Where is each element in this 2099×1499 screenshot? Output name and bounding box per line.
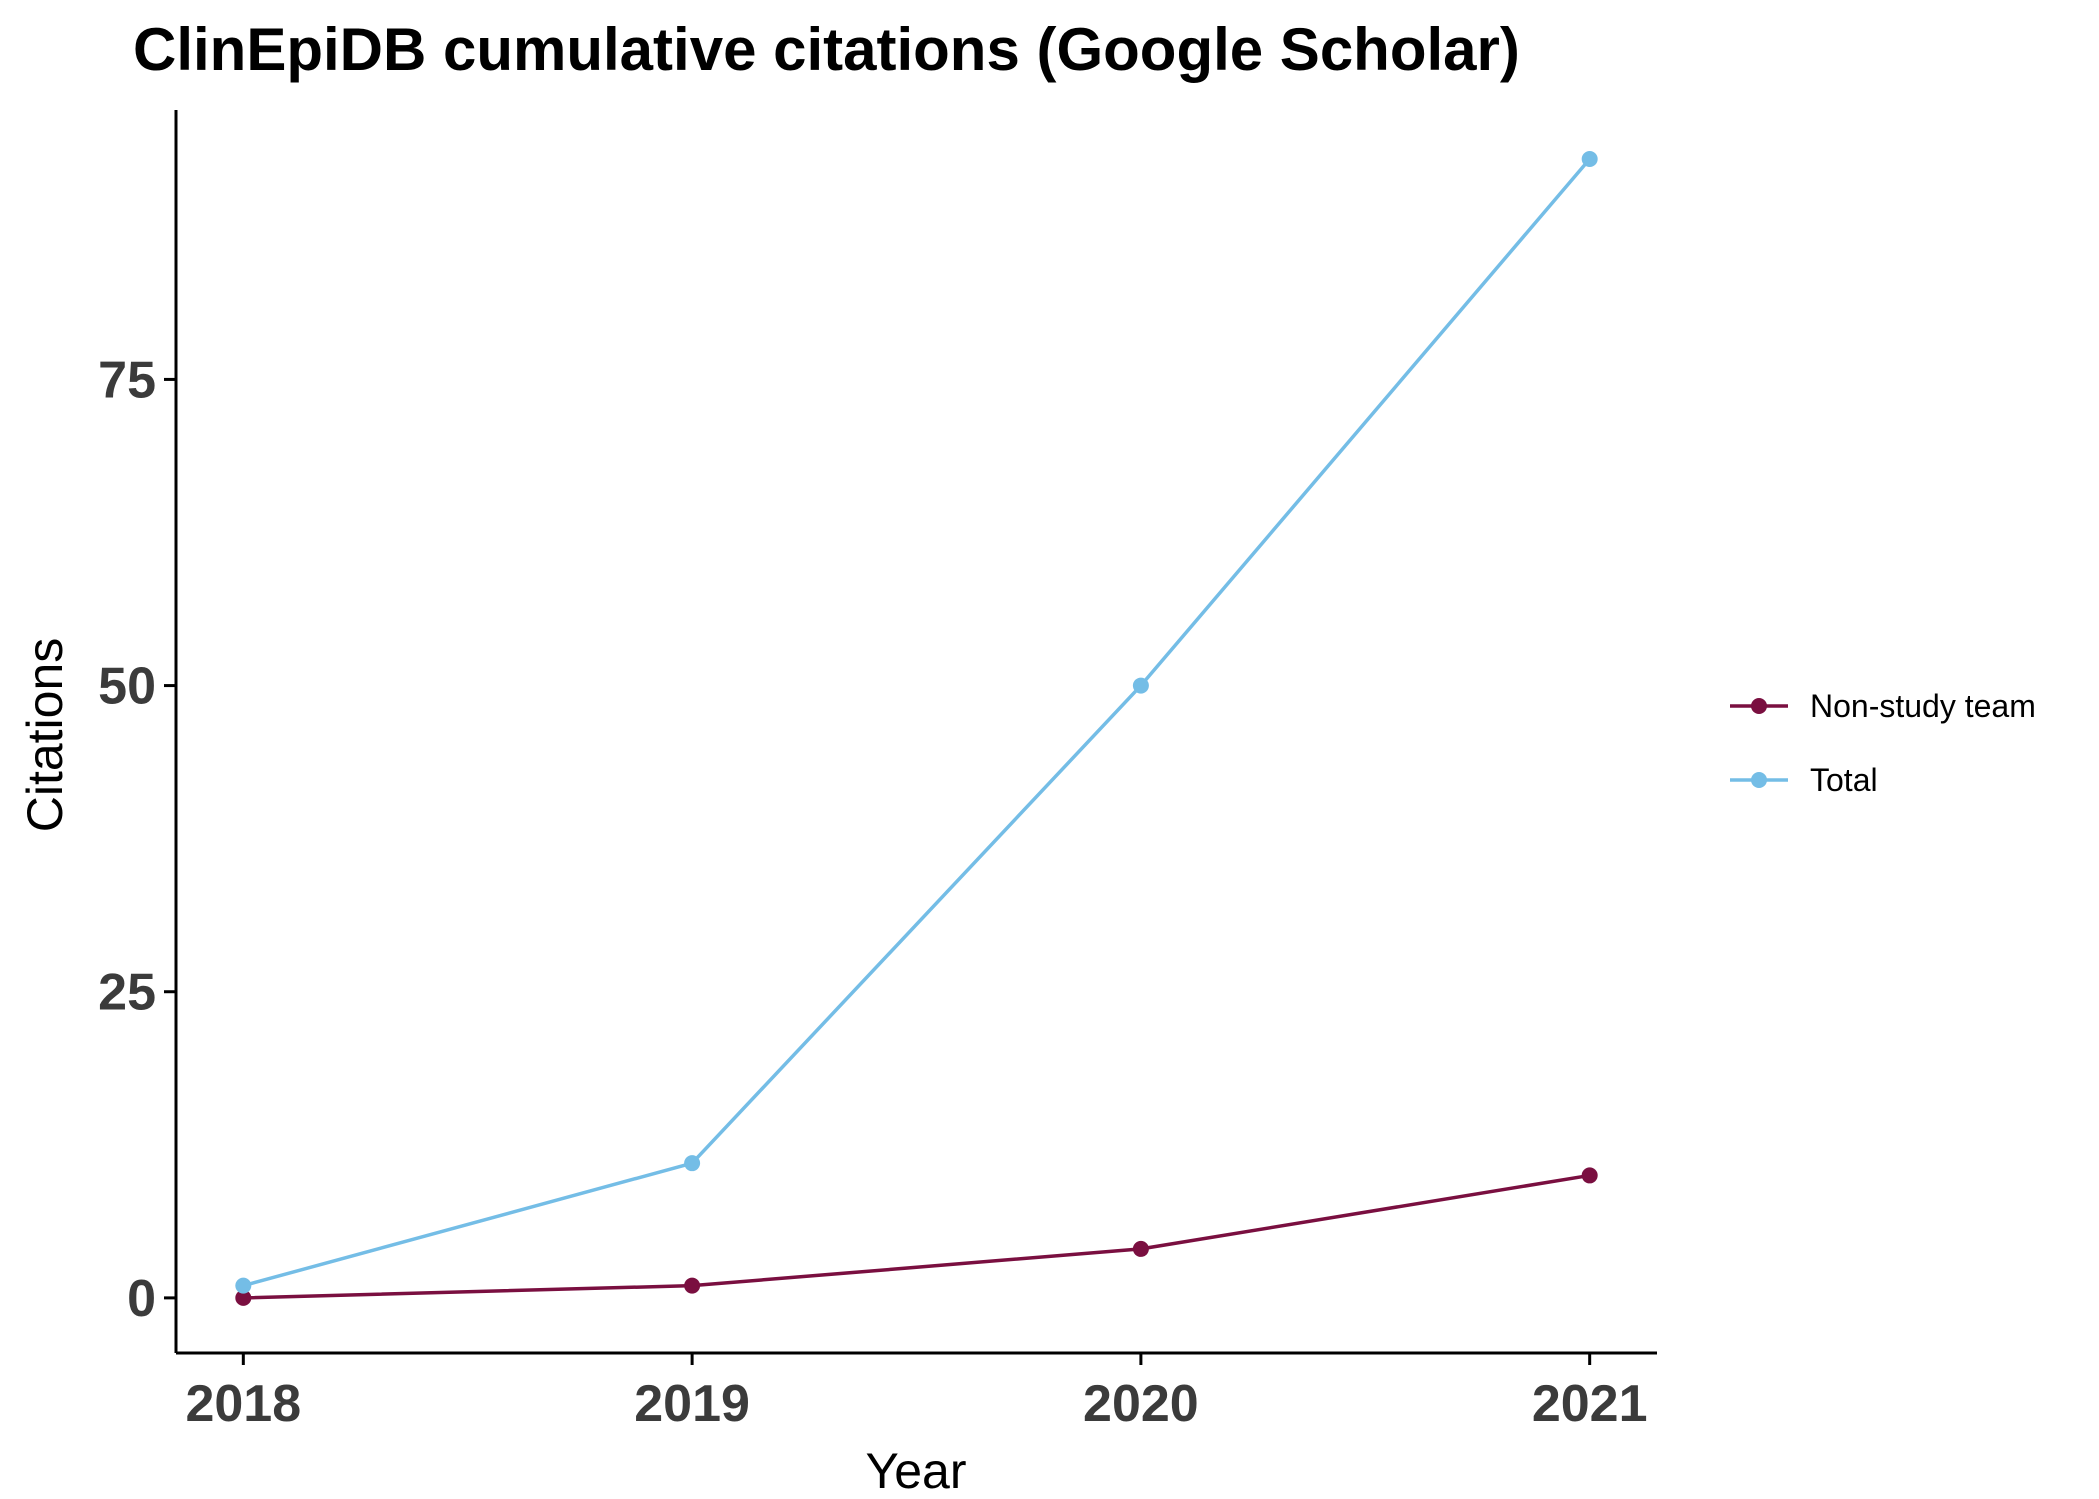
data-point-non-study-team [684,1277,701,1294]
x-tick-label: 2021 [1532,1375,1648,1433]
plot-area: 0 25 50 75 2018 2019 2020 2021 [98,110,1657,1433]
x-axis-ticks: 2018 2019 2020 2021 [185,1353,1648,1433]
legend-label: Non-study team [1810,688,2036,724]
data-point-total [235,1277,252,1294]
data-point-total [1581,150,1598,167]
data-point-non-study-team [1581,1167,1598,1184]
data-point-non-study-team [1132,1240,1149,1257]
y-axis-title: Citations [17,638,73,833]
x-tick-label: 2019 [634,1375,750,1433]
x-tick-label: 2020 [1083,1375,1199,1433]
y-tick-label: 25 [98,964,156,1022]
legend-key-point [1751,772,1767,788]
data-point-total [1132,677,1149,694]
series-layer [235,150,1598,1306]
y-tick-label: 50 [98,658,156,716]
legend: Non-study team Total [1730,688,2036,798]
series-line-non-study-team [243,1173,1590,1300]
legend-label: Total [1810,762,1878,798]
chart-title: ClinEpiDB cumulative citations (Google S… [133,16,1520,83]
x-axis-title: Year [865,1443,966,1499]
data-point-non-study-team [235,1289,252,1306]
y-axis-ticks: 0 25 50 75 [98,351,176,1328]
y-tick-label: 75 [98,351,156,409]
legend-key-point [1751,698,1767,714]
y-tick-label: 0 [127,1270,156,1328]
x-tick-label: 2018 [185,1375,301,1433]
series-line-total [242,157,1592,1288]
data-point-total [684,1155,701,1172]
